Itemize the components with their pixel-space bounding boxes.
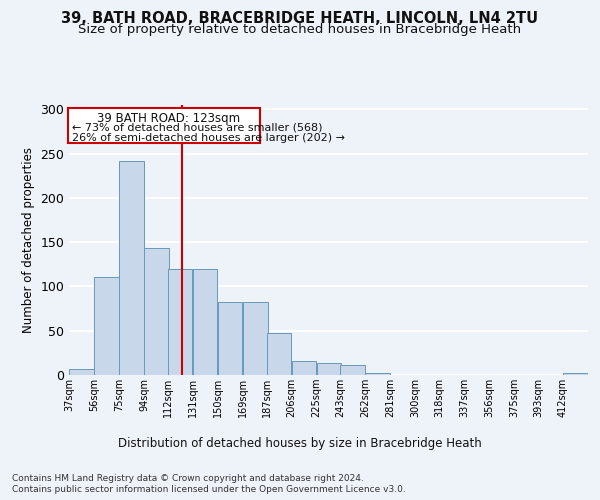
Bar (317, 364, 341, 375)
Text: Contains public sector information licensed under the Open Government Licence v3: Contains public sector information licen… (12, 485, 406, 494)
Bar (119, 161, 143, 375)
Bar (69, 369, 94, 375)
Bar (144, 248, 169, 375)
Text: Distribution of detached houses by size in Bracebridge Heath: Distribution of detached houses by size … (118, 438, 482, 450)
Text: 39 BATH ROAD: 123sqm: 39 BATH ROAD: 123sqm (97, 112, 239, 125)
Bar (292, 361, 316, 375)
Bar (193, 269, 217, 375)
Text: Size of property relative to detached houses in Bracebridge Heath: Size of property relative to detached ho… (79, 22, 521, 36)
Bar (68, 108, 260, 143)
Bar (94, 276, 119, 375)
Bar (168, 269, 193, 375)
Bar (243, 302, 268, 375)
Bar (365, 373, 390, 375)
Bar (218, 302, 242, 375)
Text: 39, BATH ROAD, BRACEBRIDGE HEATH, LINCOLN, LN4 2TU: 39, BATH ROAD, BRACEBRIDGE HEATH, LINCOL… (61, 11, 539, 26)
Text: Contains HM Land Registry data © Crown copyright and database right 2024.: Contains HM Land Registry data © Crown c… (12, 474, 364, 483)
Bar (266, 332, 291, 375)
Y-axis label: Number of detached properties: Number of detached properties (22, 147, 35, 333)
Text: ← 73% of detached houses are smaller (568): ← 73% of detached houses are smaller (56… (72, 122, 323, 132)
Bar (340, 366, 365, 375)
Text: 26% of semi-detached houses are larger (202) →: 26% of semi-detached houses are larger (… (72, 134, 345, 143)
Bar (563, 373, 587, 375)
